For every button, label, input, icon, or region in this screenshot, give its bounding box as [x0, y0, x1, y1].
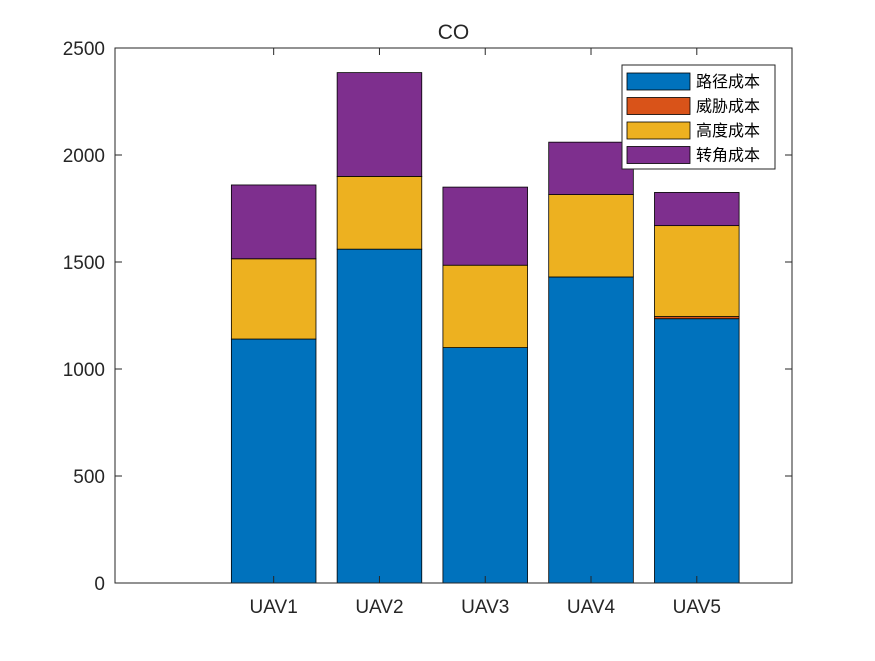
y-tick-label: 2500	[63, 39, 105, 60]
legend-swatch	[626, 97, 691, 115]
legend-swatch	[626, 146, 691, 164]
x-tick-label: UAV3	[461, 597, 509, 618]
x-tick-label: UAV4	[567, 597, 616, 618]
legend-label: 路径成本	[696, 72, 760, 91]
y-tick-label: 1000	[63, 360, 105, 381]
axes-box	[114, 47, 793, 584]
legend-label: 威胁成本	[696, 97, 760, 116]
bar-segment-4-4	[548, 141, 634, 195]
y-tick-label: 500	[73, 467, 105, 488]
legend-swatch	[626, 72, 691, 91]
bar-segment-3-3	[442, 264, 528, 348]
bar-segment-5-1	[654, 318, 740, 584]
bar-segment-4-1	[548, 276, 634, 584]
bar-segment-2-1	[336, 248, 423, 584]
y-axis: 0 500 1000 1500 2000 2500	[63, 39, 792, 595]
bar-segment-3-1	[442, 347, 528, 584]
legend-swatch	[626, 121, 691, 140]
legend-label: 转角成本	[696, 146, 760, 165]
bar-segment-5-4	[654, 192, 740, 227]
bar-segment-3-4	[442, 186, 528, 266]
bars-layer	[230, 72, 740, 584]
bar-segment-1-3	[230, 258, 317, 340]
y-tick-label: 2000	[63, 146, 105, 167]
bar-segment-5-3	[654, 225, 740, 317]
bar-segment-2-3	[336, 175, 423, 250]
legend-label: 高度成本	[696, 121, 760, 140]
bar-segment-1-4	[230, 184, 317, 260]
chart-title: CO	[438, 21, 470, 44]
bar-segment-1-1	[230, 338, 317, 584]
x-tick-label: UAV2	[355, 597, 403, 618]
x-tick-label: UAV5	[673, 597, 721, 618]
x-axis: UAV1 UAV2 UAV3 UAV4 UAV5	[250, 48, 721, 618]
bar-segment-4-3	[548, 194, 634, 278]
x-tick-label: UAV1	[250, 597, 298, 618]
y-tick-label: 0	[94, 574, 105, 595]
bar-segment-2-4	[336, 72, 423, 177]
y-tick-label: 1500	[63, 253, 105, 274]
